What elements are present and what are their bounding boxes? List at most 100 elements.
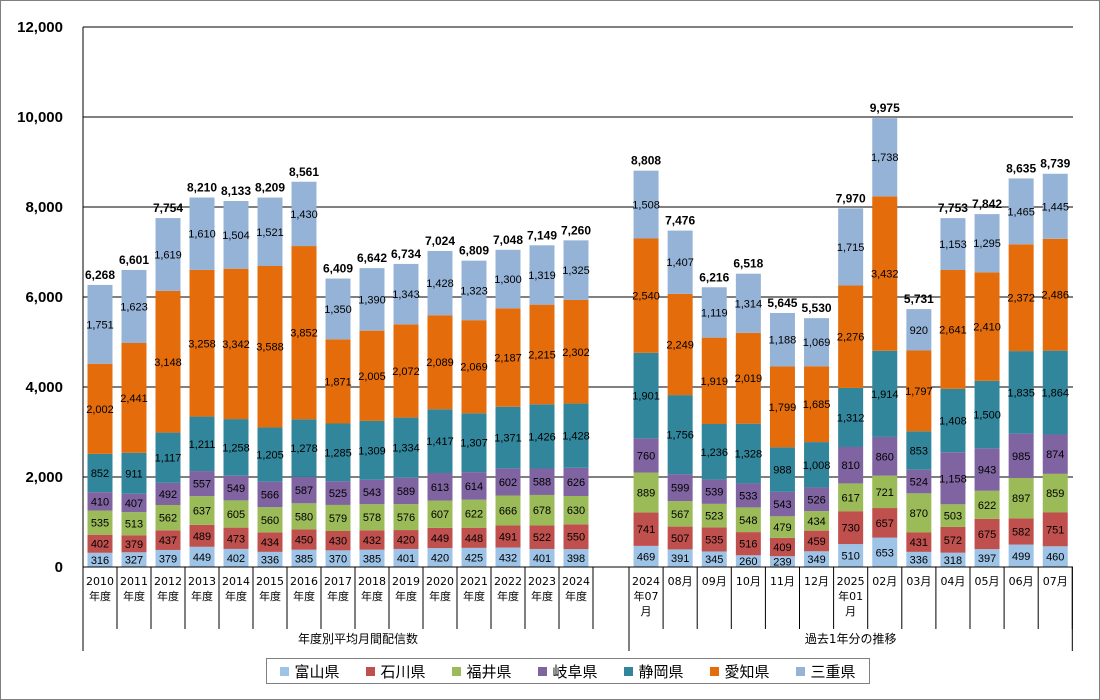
bar-segment: [804, 551, 830, 567]
y-tick-label: 12,000: [17, 19, 63, 36]
bar-segment: [735, 555, 761, 567]
data-labels: 316 402 535 410 852 2,002 1,751 6,268 327 379 513 4…: [85, 101, 1071, 568]
data-label: 560: [261, 515, 279, 527]
bar-segment: [223, 475, 249, 501]
data-label: 437: [159, 535, 177, 547]
total-label: 6,268: [85, 268, 115, 282]
x-tick-label: 2019: [392, 575, 420, 588]
bar-segment: [427, 315, 453, 410]
bar-segment: [872, 537, 898, 567]
bars: [87, 118, 1068, 567]
x-tick-label: 年度: [157, 589, 179, 603]
data-label: 1,119: [701, 307, 728, 319]
bar-segment: [495, 406, 521, 469]
bar-segment: [1008, 244, 1034, 352]
data-label: 889: [637, 488, 655, 500]
x-tick-label: 11月: [770, 575, 795, 588]
data-label: 1,309: [358, 445, 386, 457]
bar-segment: [769, 312, 795, 367]
data-label: 2,410: [973, 322, 1001, 334]
total-label: 8,210: [187, 181, 217, 195]
data-label: 1,343: [392, 289, 420, 301]
bar-segment: [359, 268, 385, 331]
bar-segment: [325, 339, 351, 424]
data-label: 401: [397, 553, 415, 565]
data-label: 401: [533, 553, 551, 565]
data-label: 2,187: [494, 353, 522, 365]
data-label: 1,610: [188, 229, 216, 241]
bar-segment: [529, 245, 555, 305]
bar-segment: [359, 549, 385, 567]
legend-item: 福井県: [452, 661, 512, 682]
data-label: 1,307: [460, 438, 488, 450]
data-label: 630: [567, 505, 585, 517]
data-label: 602: [499, 477, 517, 489]
total-label: 5,645: [767, 296, 797, 310]
bar-segment: [701, 287, 727, 338]
bar-segment: [906, 350, 932, 432]
data-label: 613: [431, 482, 449, 494]
bar-segment: [974, 490, 1000, 519]
x-tick-label: 2021: [460, 575, 488, 588]
bar-segment: [1042, 512, 1068, 547]
data-label: 2,302: [562, 347, 590, 359]
data-label: 3,258: [188, 338, 216, 350]
bar-segment: [906, 431, 932, 470]
data-label: 385: [295, 553, 313, 565]
y-tick-label: 4,000: [25, 379, 63, 396]
data-label: 450: [295, 535, 313, 547]
bar-segment: [427, 472, 453, 501]
bar-segment: [291, 476, 317, 504]
data-label: 449: [193, 552, 211, 564]
data-label: 607: [431, 509, 449, 521]
data-label: 432: [363, 535, 381, 547]
y-tick-label: 6,000: [25, 289, 63, 306]
data-label: 459: [807, 536, 825, 548]
data-label: 2,005: [358, 371, 386, 383]
bar-segment: [461, 320, 487, 414]
data-label: 1,008: [803, 460, 831, 472]
bar-segment: [940, 504, 966, 527]
data-label: 911: [125, 468, 143, 480]
data-label: 852: [91, 468, 109, 480]
data-label: 874: [1046, 449, 1064, 461]
data-label: 548: [739, 515, 757, 527]
data-label: 988: [773, 465, 791, 477]
legend-swatch: [452, 666, 462, 676]
bar-segment: [940, 552, 966, 567]
bar-segment: [769, 537, 795, 557]
data-label: 582: [1012, 526, 1030, 538]
x-tick-label: 2025: [837, 575, 865, 588]
x-tick-label: 2014: [222, 575, 250, 588]
data-label: 523: [705, 511, 723, 523]
bar-segment: [1042, 473, 1068, 513]
bar-segment: [701, 337, 727, 424]
data-label: 549: [227, 483, 245, 495]
bar-segment: [1042, 238, 1068, 351]
bar-segment: [872, 196, 898, 351]
data-label: 430: [329, 536, 347, 548]
x-tick-label: 2018: [358, 575, 386, 588]
x-tick-label: 2017: [324, 575, 352, 588]
bar-segment: [563, 467, 589, 496]
legend-label: 愛知県: [724, 662, 770, 681]
data-label: 3,852: [290, 328, 318, 340]
bar-segment: [974, 518, 1000, 550]
total-label: 8,635: [1006, 161, 1036, 175]
x-tick-label: 年度: [191, 589, 213, 603]
data-label: 1,500: [973, 410, 1001, 422]
data-label: 1,623: [120, 301, 148, 313]
legend-label: 富山県: [294, 662, 340, 681]
bar-segment: [495, 547, 521, 567]
data-label: 678: [533, 505, 551, 517]
bar-segment: [633, 352, 659, 439]
data-label: 859: [1046, 488, 1064, 500]
data-label: 543: [773, 499, 791, 511]
data-label: 345: [705, 554, 723, 566]
bar-segment: [667, 230, 693, 294]
bar-segment: [393, 324, 419, 418]
data-label: 2,069: [460, 362, 488, 374]
legend-item: 富山県: [280, 661, 340, 682]
x-tick-label: 2024: [562, 575, 590, 588]
data-label: 434: [261, 537, 279, 549]
